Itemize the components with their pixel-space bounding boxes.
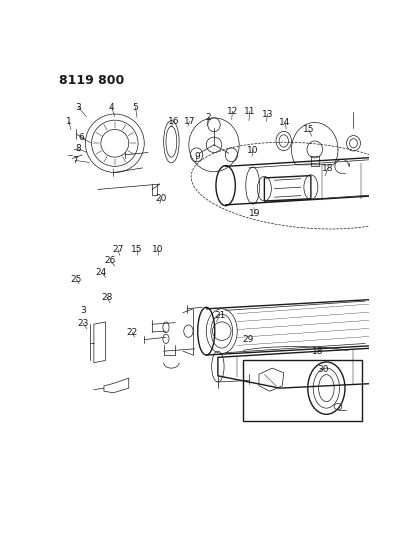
Text: 10: 10 — [247, 146, 258, 155]
Text: 17: 17 — [183, 117, 195, 126]
Text: 9: 9 — [193, 152, 199, 161]
Text: 28: 28 — [101, 293, 112, 302]
Text: 1: 1 — [66, 117, 72, 126]
Text: 30: 30 — [317, 365, 328, 374]
Text: 18: 18 — [312, 347, 323, 356]
Text: 3: 3 — [80, 306, 86, 314]
Text: 6: 6 — [79, 133, 84, 142]
Text: 18: 18 — [321, 164, 333, 173]
Text: 10: 10 — [152, 245, 163, 254]
Text: 16: 16 — [167, 117, 179, 126]
Text: 7: 7 — [72, 156, 78, 165]
Text: 15: 15 — [131, 245, 142, 254]
Text: 4: 4 — [108, 102, 114, 111]
Text: 15: 15 — [302, 125, 314, 134]
Text: 24: 24 — [96, 268, 107, 277]
Text: 2: 2 — [205, 113, 211, 122]
Text: 8: 8 — [75, 144, 81, 154]
Text: 13: 13 — [261, 109, 272, 118]
Text: 22: 22 — [126, 328, 137, 337]
Text: 19: 19 — [248, 209, 260, 218]
Text: 3: 3 — [75, 102, 81, 111]
Text: 23: 23 — [77, 319, 88, 328]
Text: 25: 25 — [70, 274, 81, 284]
Text: 29: 29 — [242, 335, 253, 344]
Text: 8119 800: 8119 800 — [59, 74, 124, 87]
Text: 12: 12 — [226, 107, 238, 116]
Text: 26: 26 — [104, 256, 115, 265]
Text: 21: 21 — [213, 311, 225, 320]
Text: 20: 20 — [155, 194, 166, 203]
Text: 5: 5 — [132, 102, 138, 111]
Text: 11: 11 — [243, 107, 255, 116]
Text: 27: 27 — [112, 245, 124, 254]
Text: 14: 14 — [279, 118, 290, 127]
